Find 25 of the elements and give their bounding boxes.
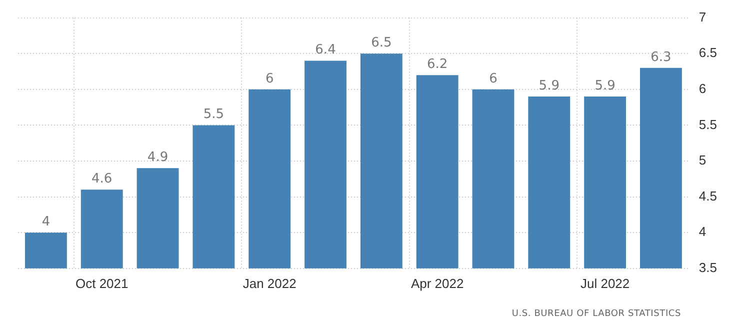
y-tick-label: 4 (698, 224, 706, 240)
y-tick-label: 5.5 (698, 116, 718, 132)
data-label: 6.4 (315, 42, 336, 58)
x-tick-label: Jul 2022 (580, 276, 630, 291)
x-tick-label: Oct 2021 (75, 276, 128, 291)
text: U.S. BUREAU OF LABOR STATISTICS (512, 309, 681, 319)
data-label: 6 (265, 71, 274, 86)
data-label: 4 (42, 214, 50, 230)
y-tick-label: 7 (698, 9, 706, 24)
data-label: 4.9 (147, 150, 168, 166)
y-tick-label: 6 (698, 80, 706, 96)
data-label: 6.2 (426, 56, 448, 72)
y-tick-label: 4.5 (698, 188, 718, 204)
data-label: 6.3 (650, 50, 672, 65)
data-label: 5.5 (203, 107, 224, 122)
y-tick-label: 3.5 (698, 260, 718, 275)
data-label: 5.9 (538, 78, 560, 94)
x-tick-label: Jan 2022 (242, 276, 296, 291)
data-label: 5.9 (594, 78, 616, 94)
x-tick-label: Apr 2022 (410, 276, 464, 291)
y-tick-label: 6.5 (698, 45, 718, 60)
y-tick-label: 5 (698, 152, 706, 168)
data-label: 6.5 (371, 35, 392, 50)
data-label: 6 (489, 71, 498, 86)
data-label: 4.6 (92, 172, 112, 187)
